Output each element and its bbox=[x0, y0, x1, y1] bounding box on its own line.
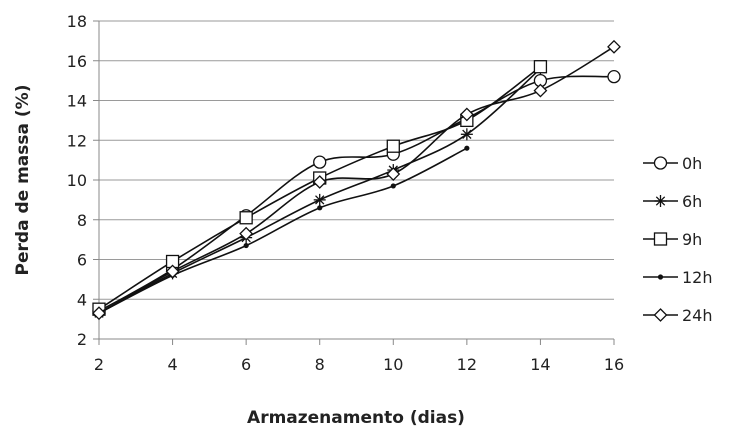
legend-label: 9h bbox=[682, 230, 702, 249]
series-0h bbox=[92, 70, 621, 318]
series-line-24h bbox=[98, 46, 615, 314]
data-point-0h bbox=[313, 155, 327, 169]
legend-item-9h: 9h bbox=[643, 230, 702, 249]
x-tick-label: 4 bbox=[167, 355, 177, 374]
x-tick-label: 12 bbox=[457, 355, 477, 374]
legend-label: 6h bbox=[682, 192, 702, 211]
y-tick-label: 2 bbox=[77, 330, 87, 349]
y-tick-labels: 2 4 6 8 10 12 14 16 18 bbox=[67, 12, 87, 349]
data-point-24h bbox=[239, 226, 254, 241]
series-lines bbox=[92, 39, 621, 321]
y-tick-label: 18 bbox=[67, 12, 87, 31]
legend-item-6h: 6h bbox=[643, 192, 702, 211]
y-axis-title: Perda de massa (%) bbox=[13, 85, 33, 276]
data-point-24h bbox=[459, 107, 474, 122]
data-point-9h bbox=[533, 60, 548, 74]
x-axis-title: Armazenamento (dias) bbox=[247, 408, 465, 428]
legend-item-24h: 24h bbox=[643, 306, 713, 325]
legend-marker bbox=[653, 232, 668, 246]
data-point-12h bbox=[317, 205, 323, 211]
series-line-6h bbox=[98, 68, 541, 314]
x-tick-label: 10 bbox=[383, 355, 403, 374]
series-line-12h bbox=[98, 147, 468, 314]
data-point-6h bbox=[460, 128, 473, 141]
legend-marker bbox=[657, 274, 664, 280]
y-tick-label: 10 bbox=[67, 171, 87, 190]
axes bbox=[98, 21, 615, 345]
x-tick-label: 16 bbox=[604, 355, 624, 374]
y-tick-label: 12 bbox=[67, 131, 87, 150]
y-tick-label: 6 bbox=[77, 251, 87, 270]
legend-marker bbox=[653, 156, 668, 170]
data-point-24h bbox=[165, 264, 180, 279]
data-point-24h bbox=[386, 167, 401, 181]
data-point-9h bbox=[386, 139, 400, 153]
legend-item-12h: 12h bbox=[643, 268, 713, 287]
legend-item-0h: 0h bbox=[643, 154, 702, 173]
series-24h bbox=[92, 39, 621, 321]
x-tick-label: 8 bbox=[315, 355, 325, 374]
legend-label: 0h bbox=[682, 154, 702, 173]
data-point-6h bbox=[313, 193, 326, 206]
data-point-0h bbox=[607, 70, 621, 84]
legend: 0h 6h 9h 12h 24h bbox=[643, 154, 713, 325]
y-tick-label: 4 bbox=[77, 290, 87, 309]
y-tick-label: 14 bbox=[67, 92, 87, 111]
series-12h bbox=[96, 145, 470, 316]
series-line-0h bbox=[98, 75, 615, 312]
gridlines bbox=[93, 20, 614, 340]
y-tick-label: 8 bbox=[77, 211, 87, 230]
legend-label: 24h bbox=[682, 306, 713, 325]
x-tick-label: 6 bbox=[241, 355, 251, 374]
data-point-12h bbox=[243, 242, 249, 249]
y-tick-label: 16 bbox=[67, 52, 87, 71]
data-point-24h bbox=[533, 83, 548, 98]
data-point-24h bbox=[92, 306, 106, 321]
legend-marker bbox=[654, 195, 667, 207]
legend-label: 12h bbox=[682, 268, 713, 287]
legend-marker bbox=[653, 308, 668, 322]
data-point-24h bbox=[607, 39, 621, 54]
data-point-12h bbox=[390, 183, 396, 189]
data-point-9h bbox=[239, 211, 253, 225]
x-tick-label: 2 bbox=[94, 355, 104, 374]
data-point-12h bbox=[464, 145, 470, 151]
data-point-24h bbox=[312, 175, 327, 189]
x-tick-label: 14 bbox=[530, 355, 550, 374]
x-tick-labels: 2 4 6 8 10 12 14 16 bbox=[94, 355, 624, 374]
